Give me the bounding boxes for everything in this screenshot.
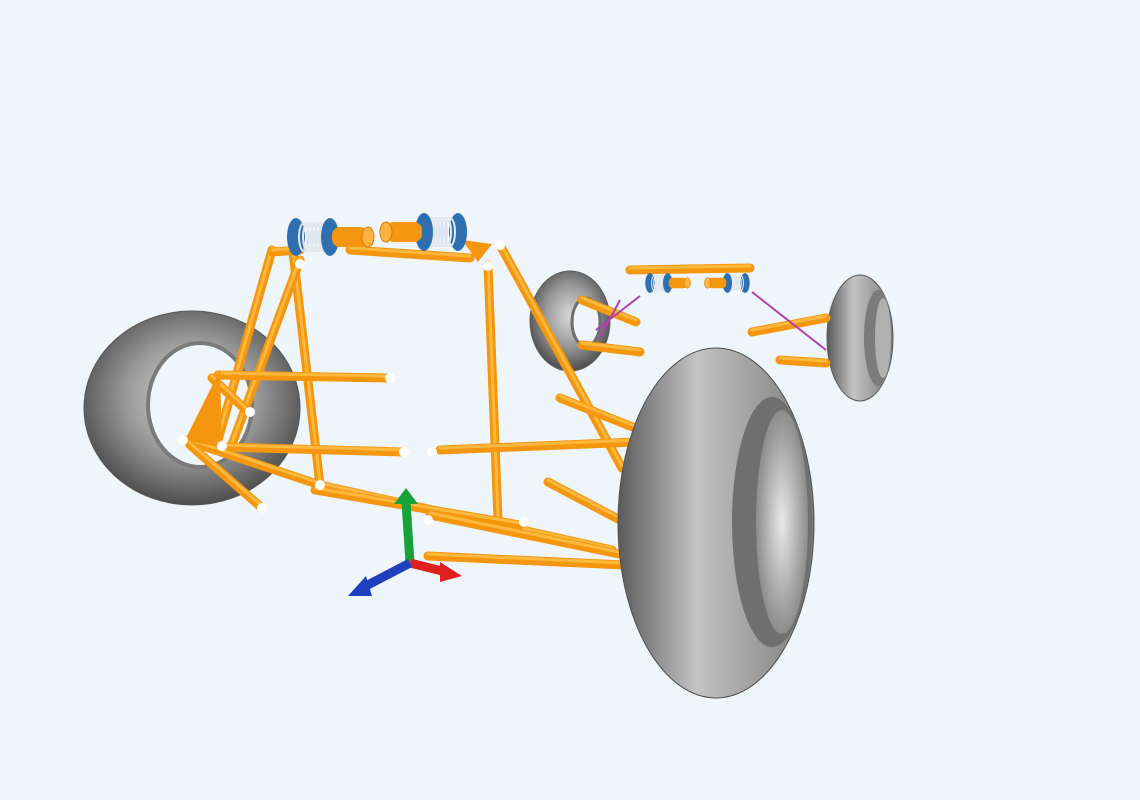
spring-coil: [436, 217, 448, 247]
frame-joint: [399, 447, 409, 457]
frame-tube: [577, 340, 645, 357]
frame-tube: [577, 295, 641, 327]
rear-right-damper: [704, 273, 750, 293]
suspension-link: [599, 299, 621, 339]
y-axis-arrow: [401, 501, 415, 564]
frame-joint: [427, 447, 437, 457]
frame-joint: [245, 407, 255, 417]
frame-tube: [225, 255, 305, 455]
x-axis-head: [440, 562, 462, 582]
frame-joint: [423, 515, 433, 525]
frame-tube: [423, 551, 629, 570]
frame-joint: [315, 480, 325, 490]
front-gusset: [185, 370, 222, 448]
suspension-link: [595, 295, 641, 331]
frame-tube: [775, 355, 831, 368]
damper-body: [386, 222, 422, 242]
front-right-damper: [379, 213, 467, 251]
front-left-damper: [287, 218, 375, 256]
frame-tube: [425, 510, 629, 560]
frame-tubes: [178, 240, 831, 570]
frame-joint: [495, 240, 505, 250]
frame-tube: [180, 435, 325, 490]
frame-joint: [519, 517, 529, 527]
tire-hole: [572, 298, 600, 346]
spring-coil: [444, 217, 456, 247]
damper-body: [332, 227, 368, 247]
frame-tube: [625, 263, 755, 275]
frame-tube: [495, 240, 627, 473]
model-front-layer: [287, 213, 815, 699]
suspension-link: [751, 291, 827, 351]
frame-tube: [555, 393, 645, 435]
frame-tube: [185, 440, 267, 513]
rear-right-tire: [826, 274, 894, 402]
y-axis-head: [394, 488, 418, 504]
spring-coil: [302, 222, 314, 252]
frame-joint: [217, 441, 227, 451]
frame-joint: [178, 435, 188, 445]
frame-tube: [747, 313, 831, 337]
frame-joint: [385, 373, 395, 383]
z-axis-head: [348, 576, 372, 596]
frame-tube: [435, 437, 641, 455]
frame-tube: [483, 260, 503, 525]
spring-coil: [306, 222, 318, 252]
damper-mount: [321, 218, 339, 256]
frame-tube: [213, 245, 277, 445]
frame-joint: [295, 259, 305, 269]
spring-coil: [298, 222, 310, 252]
frame-tube: [345, 245, 475, 263]
axis-triad: [348, 488, 462, 596]
front-right-tire: [617, 347, 815, 699]
frame-tube: [310, 485, 525, 530]
frame-joint: [483, 261, 493, 271]
rear-left-damper: [645, 273, 691, 293]
frame-tube: [543, 477, 625, 525]
damper-body: [668, 277, 688, 289]
damper-mount: [722, 273, 732, 293]
frame-tube: [218, 442, 409, 457]
damper-mount: [663, 273, 673, 293]
damper-mount: [415, 213, 433, 251]
frame-joint: [257, 503, 267, 513]
damper-body: [707, 277, 727, 289]
frame-tube: [213, 370, 395, 383]
upper-gusset: [462, 240, 492, 262]
spring-coil: [440, 217, 452, 247]
z-axis-arrow: [359, 559, 413, 592]
